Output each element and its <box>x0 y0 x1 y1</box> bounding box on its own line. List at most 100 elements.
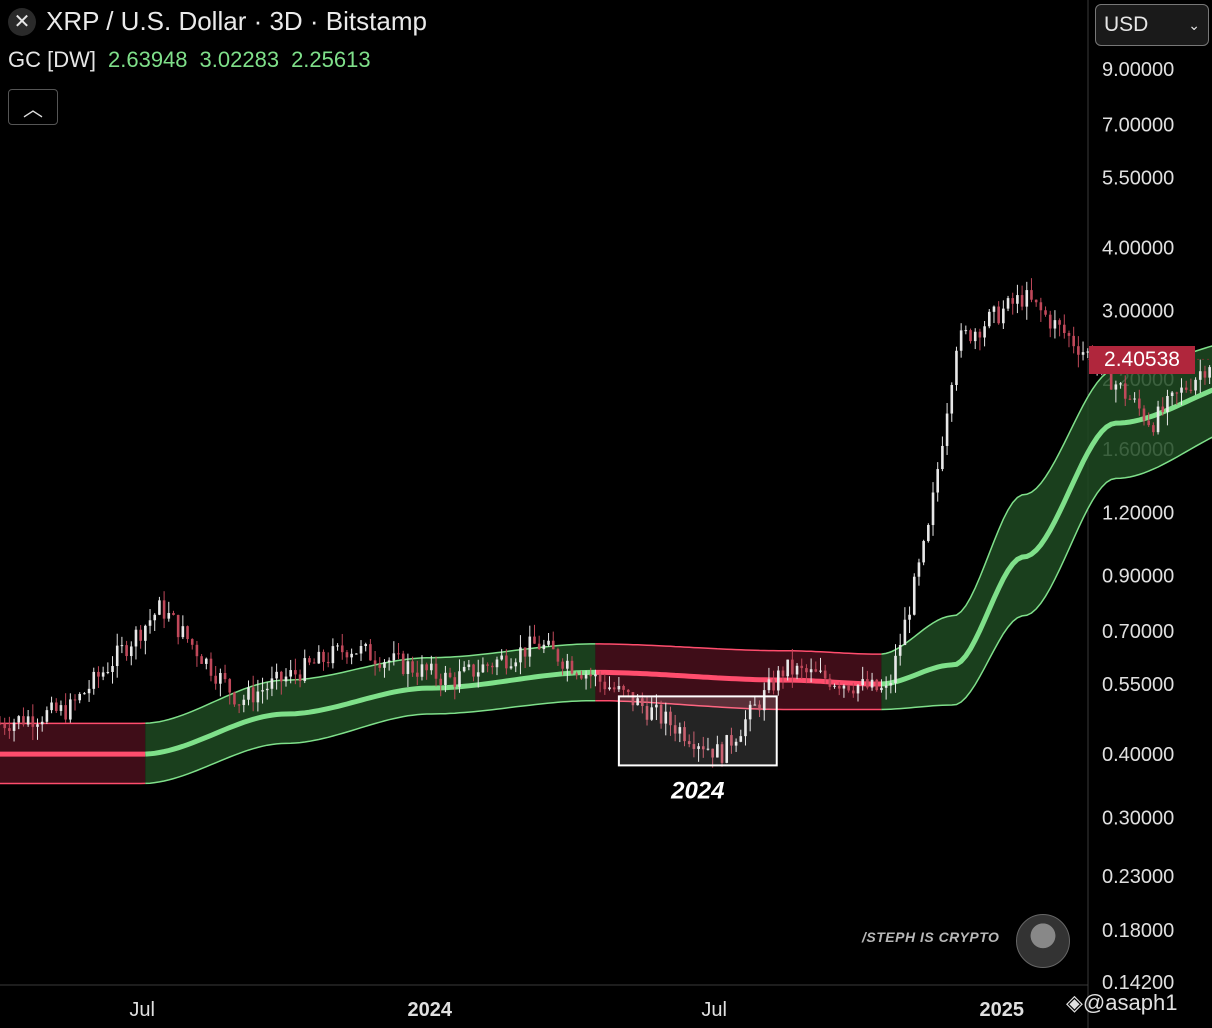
candle-body <box>1086 351 1090 353</box>
candle-body <box>828 678 832 687</box>
candle-body <box>92 671 96 689</box>
candle-body <box>612 687 616 690</box>
candle-body <box>1114 384 1118 390</box>
candle-body <box>655 704 658 708</box>
candle-body <box>387 660 391 663</box>
candle-body <box>3 723 6 729</box>
candle-body <box>8 728 11 731</box>
candle-body <box>280 671 283 682</box>
candle-body <box>669 711 672 726</box>
watermark-text: /STEPH IS CRYPTO <box>862 929 1000 945</box>
gc-band-fill <box>881 346 1212 710</box>
candle-body <box>1058 320 1061 325</box>
candle-body <box>706 748 710 750</box>
candle-body <box>1016 295 1019 304</box>
candle-body <box>945 413 949 446</box>
gc-mid-line <box>881 387 1212 687</box>
candle-body <box>383 662 386 668</box>
candle-body <box>284 676 288 682</box>
candle-body <box>148 620 152 626</box>
candle-body <box>889 683 893 686</box>
candle-body <box>870 679 874 688</box>
candle-body <box>701 746 705 750</box>
candle-body <box>912 576 916 615</box>
candle-body <box>683 727 686 742</box>
candle-body <box>847 685 850 691</box>
candle-body <box>261 690 264 692</box>
candle-body <box>355 653 358 655</box>
candle-body <box>519 647 522 663</box>
y-tick-label: 0.40000 <box>1102 744 1174 766</box>
candle-body <box>645 706 649 720</box>
chevron-up-icon: ︿ <box>23 98 43 121</box>
candle-body <box>542 644 546 650</box>
candle-body <box>378 664 382 668</box>
candle-body <box>256 691 260 703</box>
candle-body <box>59 705 63 711</box>
candle-body <box>401 653 405 674</box>
candle-body <box>242 699 246 706</box>
candle-body <box>959 330 963 351</box>
candle-body <box>1138 398 1141 409</box>
candle-body <box>73 699 77 701</box>
candle-body <box>720 744 724 763</box>
y-tick-label: 4.00000 <box>1102 237 1174 259</box>
candle-body <box>181 626 185 638</box>
candle-body <box>64 705 67 720</box>
candle-body <box>505 655 508 669</box>
candle-body <box>97 671 100 677</box>
candle-body <box>622 685 625 690</box>
candle-body <box>748 704 752 720</box>
candle-body <box>917 562 921 577</box>
candle-body <box>1133 398 1136 400</box>
y-tick-label: 0.18000 <box>1102 920 1174 942</box>
annotation-label: 2024 <box>670 777 724 804</box>
candle-body <box>458 671 461 687</box>
candle-body <box>359 646 363 654</box>
candle-body <box>898 645 902 656</box>
collapse-legend-button[interactable]: ︿ <box>8 89 58 125</box>
candle-body <box>162 600 166 619</box>
candle-body <box>486 664 489 666</box>
candle-body <box>289 670 292 677</box>
candle-body <box>153 614 157 621</box>
candle-body <box>54 702 58 711</box>
candle-body <box>45 710 49 722</box>
candle-body <box>762 690 766 711</box>
candle-body <box>1062 324 1066 334</box>
candle-body <box>997 306 1000 324</box>
candle-body <box>50 702 53 711</box>
candle-body <box>528 636 532 657</box>
candle-body <box>209 658 213 676</box>
candle-body <box>922 541 925 563</box>
candle-body <box>106 671 110 673</box>
currency-select[interactable]: USD ⌄ <box>1095 4 1209 46</box>
indicator-name[interactable]: GC [DW] <box>8 47 96 72</box>
candle-body <box>294 670 297 675</box>
candle-body <box>31 716 35 727</box>
candle-body <box>1152 425 1155 433</box>
candle-body <box>861 679 864 686</box>
candle-body <box>837 685 841 689</box>
candle-body <box>176 614 180 638</box>
candle-body <box>1048 314 1052 329</box>
candle-body <box>978 331 982 338</box>
candle-body <box>791 659 794 675</box>
x-tick-label: Jul <box>129 999 155 1021</box>
candle-body <box>340 645 344 653</box>
candle-body <box>987 311 991 327</box>
watermark-avatar <box>1016 914 1070 968</box>
candle-body <box>875 679 879 691</box>
close-icon[interactable]: ✕ <box>8 7 36 36</box>
candle-body <box>448 672 452 678</box>
candle-body <box>894 655 897 684</box>
y-tick-label: 9.00000 <box>1102 59 1174 81</box>
y-tick-label: 3.00000 <box>1102 301 1174 323</box>
candle-body <box>125 645 128 657</box>
candle-body <box>1025 290 1029 307</box>
candle-body <box>856 685 860 694</box>
candle-body <box>1208 367 1211 378</box>
candle-body <box>716 744 719 758</box>
candle-body <box>1006 298 1010 309</box>
